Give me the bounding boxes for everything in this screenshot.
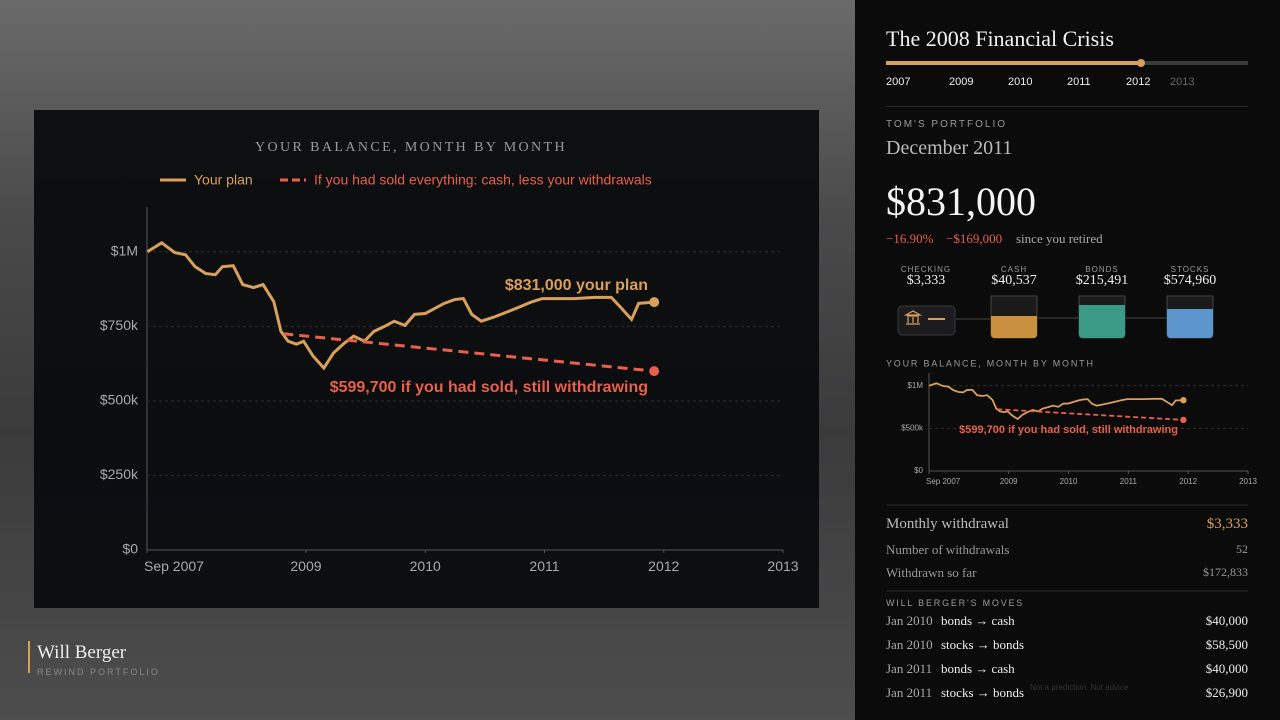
header-title: The 2008 Financial Crisis <box>886 26 1114 51</box>
change-amount: −$169,000 <box>946 231 1003 246</box>
timeline-handle[interactable] <box>1137 59 1145 67</box>
move-amount: $40,000 <box>1205 661 1248 676</box>
timeline-year: 2010 <box>1008 76 1033 88</box>
portfolio-balance: $831,000 <box>886 179 1036 224</box>
x-tick-label: 2012 <box>648 558 679 574</box>
stat-label: Withdrawn so far <box>886 565 977 580</box>
change-pct: −16.90% <box>886 231 934 246</box>
x-tick-label: 2009 <box>290 558 321 574</box>
x-tick-label: 2010 <box>1060 477 1078 486</box>
timeline-year: 2011 <box>1067 76 1091 88</box>
bank-icon <box>903 310 923 325</box>
divider <box>886 106 1248 107</box>
series-line <box>146 240 655 371</box>
series-line <box>928 382 1184 421</box>
account-amount: $3,333 <box>906 273 946 288</box>
move-text: bonds → cash <box>941 613 1015 628</box>
sidebar <box>855 0 1280 720</box>
y-tick-label: $500k <box>100 392 139 408</box>
move-text: stocks → bonds <box>941 685 1025 700</box>
move-date: Jan 2010 <box>886 613 933 628</box>
cash-fill <box>991 316 1037 338</box>
x-tick-label: 2009 <box>1000 477 1018 486</box>
end-point <box>1180 396 1187 404</box>
move-date: Jan 2011 <box>886 661 933 676</box>
bonds-fill <box>1079 305 1125 338</box>
x-tick-label: Sep 2007 <box>926 477 961 486</box>
end-point <box>1180 416 1187 424</box>
annotation: $599,700 if you had sold, still withdraw… <box>959 424 1178 436</box>
checking-box <box>897 305 956 336</box>
stat-value: 52 <box>1236 542 1248 556</box>
footer-accent <box>28 641 30 673</box>
chart-title: YOUR BALANCE, MONTH BY MONTH <box>255 140 567 155</box>
account-amount: $40,537 <box>991 273 1037 288</box>
end-point <box>649 366 660 377</box>
stat-label: Monthly withdrawal <box>886 516 1009 532</box>
chart-title: YOUR BALANCE, MONTH BY MONTH <box>886 358 1095 368</box>
move-amount: $40,000 <box>1205 613 1248 628</box>
y-tick-label: $1M <box>111 242 138 258</box>
account-amount: $215,491 <box>1075 273 1129 288</box>
y-tick-label: $250k <box>100 466 139 482</box>
stat-value: $172,833 <box>1203 565 1248 579</box>
y-tick-label: $0 <box>914 466 923 475</box>
series-line <box>283 332 655 373</box>
move-date: Jan 2010 <box>886 637 933 652</box>
move-amount: $58,500 <box>1205 637 1248 652</box>
move-amount: $26,900 <box>1205 685 1248 700</box>
chart-panel <box>34 110 819 608</box>
account-amount: $574,960 <box>1163 273 1217 288</box>
stat-value: $3,333 <box>1206 516 1248 532</box>
x-tick-label: 2010 <box>410 558 441 574</box>
timeline-year: 2007 <box>886 76 911 88</box>
stat-label: Number of withdrawals <box>886 542 1010 557</box>
move-date: Jan 2011 <box>886 685 933 700</box>
legend-label: If you had sold everything: cash, less y… <box>314 172 652 188</box>
footer-name: Will Berger <box>37 642 127 663</box>
y-tick-label: $500k <box>901 424 924 433</box>
move-text: stocks → bonds <box>941 637 1025 652</box>
timeline-progress <box>886 61 1141 65</box>
move-text: bonds → cash <box>941 661 1015 676</box>
x-tick-label: 2013 <box>1239 477 1257 486</box>
timeline-year: 2013 <box>1170 76 1195 88</box>
end-point <box>649 297 660 308</box>
change-note: since you retired <box>1016 231 1103 246</box>
portfolio-label: TOM'S PORTFOLIO <box>886 119 1007 130</box>
x-tick-label: 2011 <box>529 558 559 574</box>
footer-subtitle: REWIND PORTFOLIO <box>37 667 160 677</box>
account-name: BONDS <box>1085 265 1119 274</box>
legend-label: Your plan <box>194 172 253 188</box>
account-name: STOCKS <box>1170 265 1210 274</box>
annotation: $599,700 if you had sold, still withdraw… <box>330 379 648 396</box>
x-tick-label: 2012 <box>1179 477 1197 486</box>
x-tick-label: 2013 <box>767 558 798 574</box>
y-tick-label: $750k <box>100 317 139 333</box>
x-tick-label: 2011 <box>1120 477 1138 486</box>
disclaimer: Not a prediction. Not advice. <box>1030 683 1131 692</box>
moves-title: WILL BERGER'S MOVES <box>886 598 1025 608</box>
account-name: CASH <box>1000 265 1028 274</box>
x-tick-label: Sep 2007 <box>144 558 204 574</box>
annotation: $831,000 your plan <box>505 277 648 294</box>
timeline-year: 2009 <box>949 76 974 88</box>
series-line <box>997 408 1184 421</box>
portfolio-date: December 2011 <box>886 137 1013 159</box>
account-name: CHECKING <box>900 265 952 274</box>
stocks-fill <box>1167 309 1213 338</box>
timeline-year: 2012 <box>1126 76 1151 88</box>
y-tick-label: $1M <box>907 381 923 390</box>
y-tick-label: $0 <box>122 541 138 557</box>
